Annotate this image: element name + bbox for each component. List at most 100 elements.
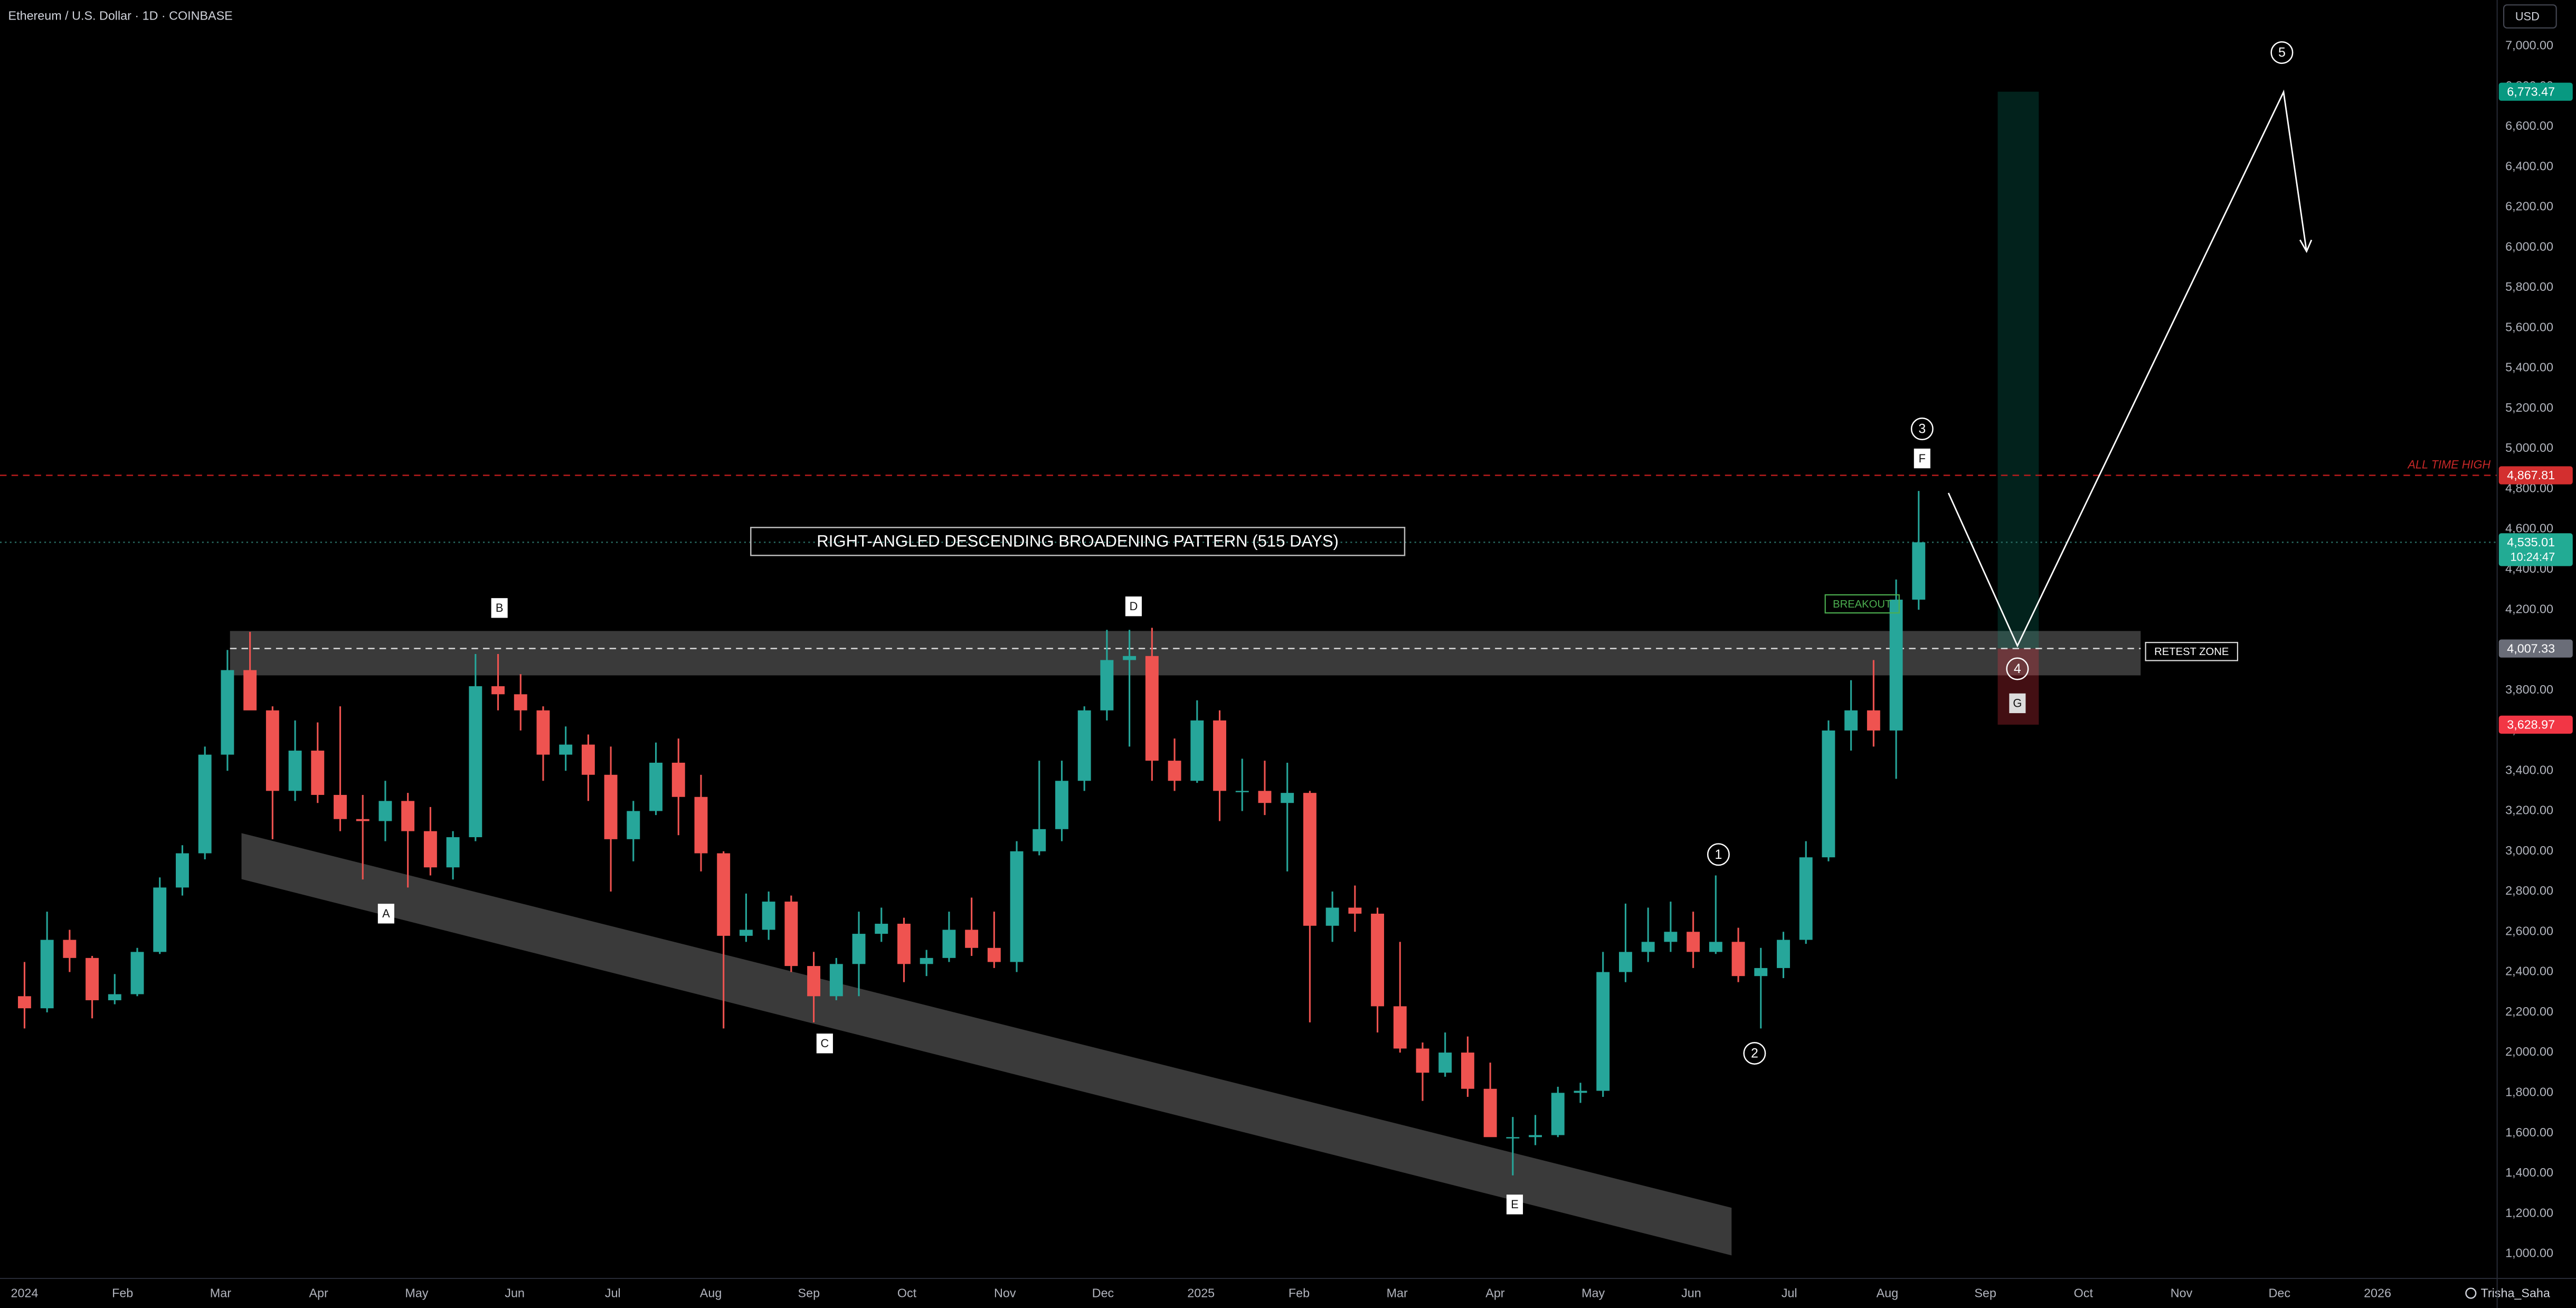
y-tick-label: 2,400.00: [2505, 964, 2553, 978]
candle-body: [1574, 1091, 1587, 1093]
candle-body: [1168, 761, 1181, 781]
x-tick-label: Aug: [1877, 1286, 1899, 1300]
candle-body: [987, 947, 1001, 962]
candle-body: [1867, 710, 1880, 731]
y-tick-label: 5,000.00: [2505, 441, 2553, 454]
x-tick-label: Feb: [1289, 1286, 1310, 1300]
pattern-box: [750, 527, 1406, 556]
candle-body: [1258, 791, 1272, 803]
chart-title: Ethereum / U.S. Dollar · 1D · COINBASE: [8, 8, 233, 22]
wave-label: 3: [1918, 422, 1926, 437]
candle-body: [536, 710, 550, 755]
candle-body: [1190, 720, 1204, 781]
candle-body: [1822, 730, 1835, 858]
candle-body: [1393, 1006, 1407, 1049]
price-tag-label: 4,007.33: [2507, 641, 2555, 655]
x-tick-label: Jun: [505, 1286, 525, 1300]
author-icon: [2465, 1287, 2477, 1299]
price-countdown: 10:24:47: [2511, 551, 2555, 564]
point-label: G: [2013, 697, 2022, 710]
candle-body: [176, 853, 189, 888]
x-tick-label: Nov: [2171, 1286, 2193, 1300]
x-tick-label: Mar: [210, 1286, 231, 1300]
candle-body: [875, 924, 888, 934]
candle-body: [1799, 857, 1813, 940]
price-tag-label: 6,773.47: [2507, 84, 2555, 98]
currency-box[interactable]: [2503, 4, 2557, 29]
candle-body: [1416, 1048, 1429, 1073]
y-tick-label: 6,000.00: [2505, 240, 2553, 253]
y-tick-label: 3,000.00: [2505, 843, 2553, 857]
candle-body: [739, 930, 753, 936]
breakout-box: [1824, 594, 1900, 614]
x-tick-label: Apr: [309, 1286, 328, 1300]
watermark: Trisha_Saha: [2480, 1286, 2550, 1300]
y-tick-label: 5,600.00: [2505, 320, 2553, 334]
point-box: [1506, 1195, 1523, 1215]
candle-body: [1596, 972, 1610, 1091]
x-tick-label: 2026: [2364, 1286, 2391, 1300]
y-tick-label: 6,200.00: [2505, 200, 2553, 213]
y-tick-label: 5,200.00: [2505, 401, 2553, 414]
candle-body: [1889, 600, 1903, 731]
x-tick-label: Apr: [1485, 1286, 1505, 1300]
x-tick-label: 2024: [11, 1286, 38, 1300]
y-tick-label: 2,200.00: [2505, 1004, 2553, 1018]
y-tick-label: 2,000.00: [2505, 1045, 2553, 1058]
candle-body: [1438, 1053, 1452, 1073]
candle-body: [1145, 656, 1159, 761]
candle-body: [897, 924, 911, 964]
candle-body: [1844, 710, 1858, 731]
price-tag-label: 4,535.01: [2507, 535, 2555, 549]
candle-body: [671, 762, 685, 797]
wave-circle: [1743, 1041, 1766, 1065]
price-tag-label: 3,628.97: [2507, 718, 2555, 732]
x-tick-label: Dec: [2269, 1286, 2291, 1300]
point-label: D: [1130, 600, 1138, 613]
x-tick-label: Oct: [2074, 1286, 2094, 1300]
candle-body: [243, 670, 257, 710]
candle-body: [852, 934, 866, 964]
x-tick-label: Sep: [798, 1286, 820, 1300]
x-tick-label: Aug: [700, 1286, 722, 1300]
y-tick-label: 5,800.00: [2505, 280, 2553, 293]
y-tick-label: 3,800.00: [2505, 683, 2553, 696]
candle-body: [829, 964, 843, 997]
candle-body: [1754, 968, 1768, 977]
candle-body: [807, 966, 821, 997]
y-tick-label: 3,400.00: [2505, 763, 2553, 776]
x-tick-label: Jun: [1681, 1286, 1701, 1300]
y-tick-label: 1,600.00: [2505, 1125, 2553, 1139]
candle-body: [1731, 942, 1745, 977]
candle-body: [130, 952, 144, 994]
candle-body: [1010, 851, 1024, 962]
x-tick-label: Feb: [112, 1286, 133, 1300]
x-tick-label: Oct: [897, 1286, 917, 1300]
point-box: [491, 598, 508, 618]
y-tick-label: 1,200.00: [2505, 1206, 2553, 1219]
candle-body: [378, 801, 392, 821]
candle-body: [559, 744, 573, 755]
candle-body: [1100, 660, 1114, 710]
x-tick-label: May: [1581, 1286, 1605, 1300]
point-label: E: [1511, 1198, 1519, 1211]
x-tick-label: May: [405, 1286, 428, 1300]
candles: [17, 491, 1926, 1176]
candle-body: [1235, 791, 1249, 792]
y-tick-label: 2,800.00: [2505, 884, 2553, 897]
candle-body: [581, 744, 595, 775]
candle-body: [108, 994, 121, 1000]
candle-body: [1325, 907, 1339, 926]
candle-body: [40, 940, 54, 1009]
y-tick-label: 1,800.00: [2505, 1085, 2553, 1099]
candle-body: [649, 762, 663, 811]
x-tick-label: Dec: [1092, 1286, 1114, 1300]
candle-body: [1077, 710, 1091, 781]
candle-body: [198, 754, 212, 854]
stop-zone: [1997, 648, 2039, 725]
candle-body: [784, 902, 798, 966]
